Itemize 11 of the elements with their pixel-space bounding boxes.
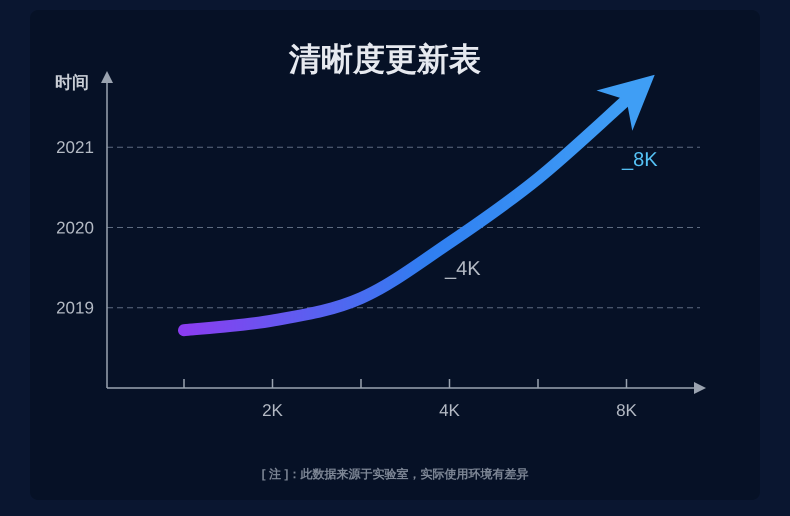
y-tick-label: 2019 [56, 298, 94, 318]
annotation: _4K [444, 258, 482, 280]
annotation: _8K [621, 149, 658, 171]
x-tick-label: 2K [262, 401, 284, 420]
y-tick-label: 2021 [56, 138, 94, 158]
chart-title: 清晰度更新表 [288, 41, 481, 77]
x-tick-label: 4K [439, 401, 461, 420]
y-tick-label: 2020 [56, 218, 94, 238]
x-tick-label: 8K [616, 401, 638, 420]
y-axis-title: 时间 [55, 73, 89, 92]
text: [ 注 ]：此数据来源于实验室，实际使用环境有差异 [262, 467, 528, 481]
